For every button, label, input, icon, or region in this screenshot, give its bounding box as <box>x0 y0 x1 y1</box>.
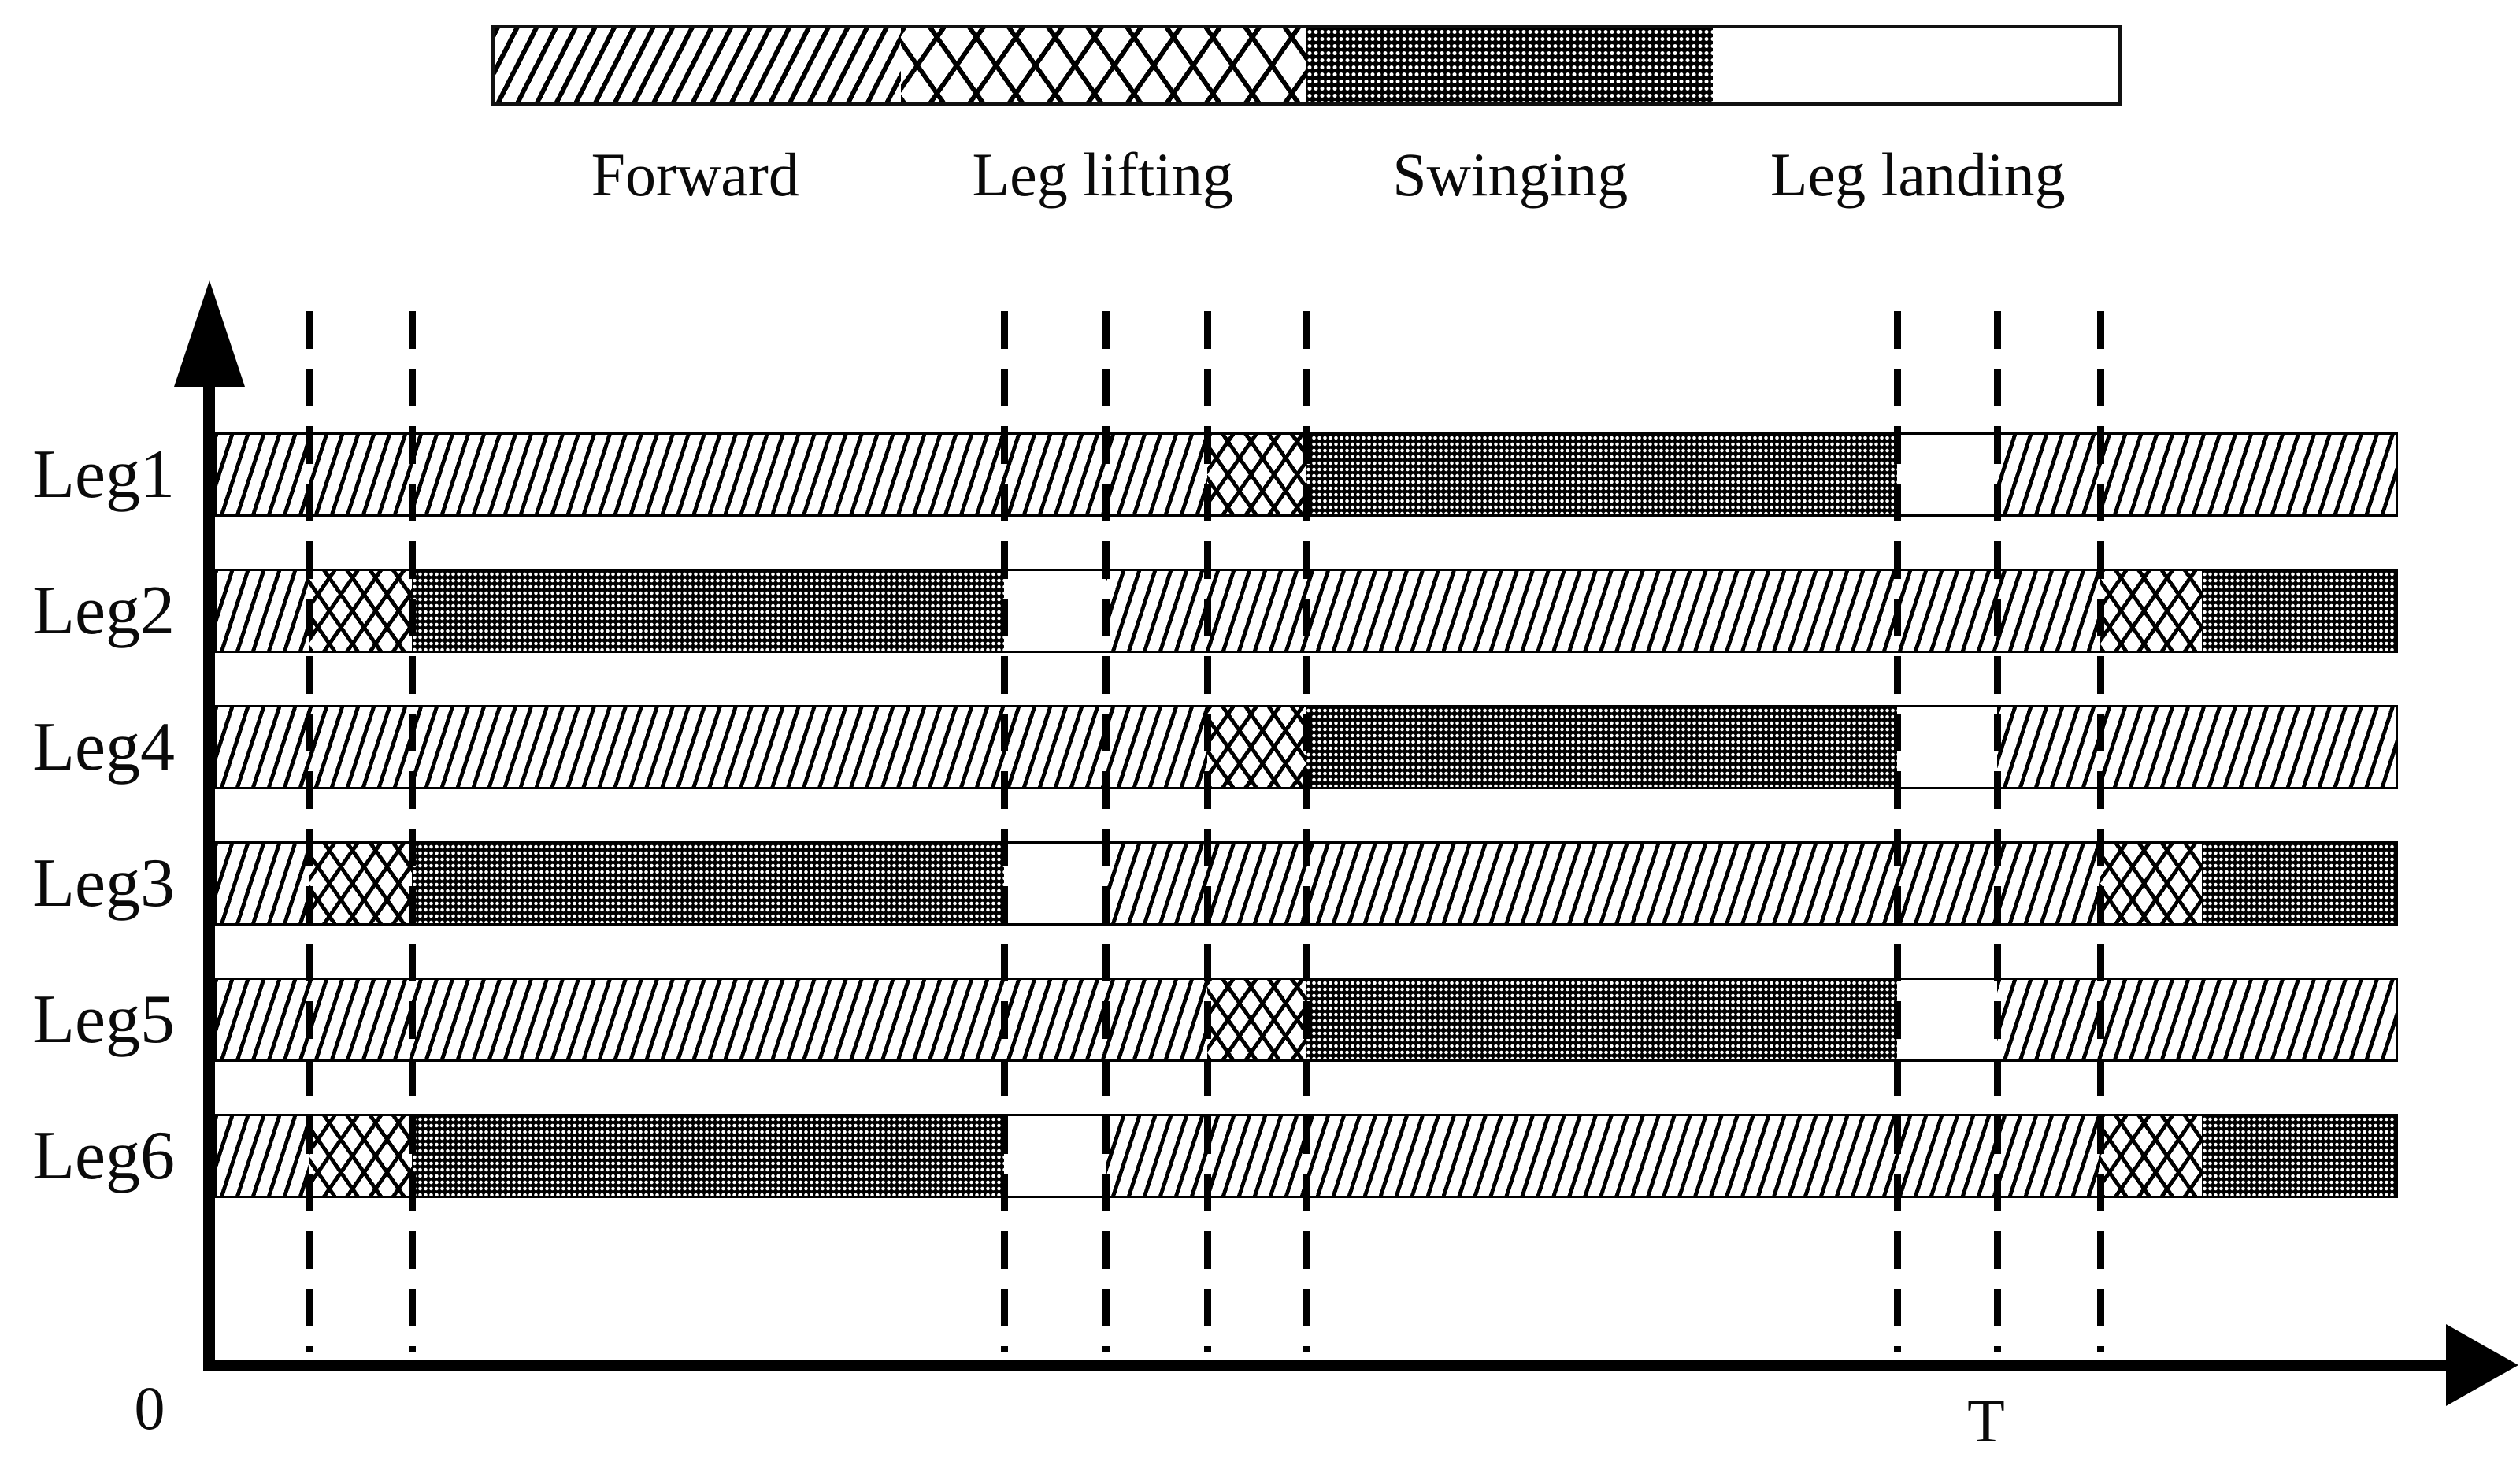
row-label-leg1: Leg1 <box>32 436 175 513</box>
x-axis-line <box>203 1360 2448 1371</box>
segment-landing <box>1897 980 1998 1059</box>
segment-forward <box>217 435 1209 514</box>
segment-swinging <box>1305 980 1899 1059</box>
phase-boundary-dashline <box>1302 311 1310 1352</box>
segment-swinging <box>2202 1116 2396 1196</box>
segment-lifting <box>1207 435 1306 514</box>
row-label-leg6: Leg6 <box>32 1118 175 1194</box>
x-axis-t-label: T <box>1967 1386 2005 1455</box>
segment-lifting <box>2100 571 2203 651</box>
segment-forward <box>1997 435 2396 514</box>
segment-forward <box>1997 980 2396 1059</box>
segment-forward <box>1997 707 2396 787</box>
phase-boundary-dashline <box>305 311 313 1352</box>
legend-swatch-cross-hatch <box>900 28 1306 102</box>
phase-boundary-dashline <box>409 311 417 1352</box>
legend-label: Forward <box>591 140 799 209</box>
phase-boundary-dashline <box>1894 311 1902 1352</box>
x-axis-arrow-icon <box>2446 1324 2518 1406</box>
legend-label: Swinging <box>1392 140 1629 209</box>
segment-landing <box>1897 435 1998 514</box>
segment-forward <box>217 571 309 651</box>
segment-forward <box>1106 844 2102 923</box>
legend-label: Leg landing <box>1770 140 2066 209</box>
segment-forward <box>217 707 1209 787</box>
row-label-leg4: Leg4 <box>32 709 175 785</box>
segment-forward <box>1106 571 2102 651</box>
phase-boundary-dashline <box>2097 311 2105 1352</box>
segment-swinging <box>412 571 1005 651</box>
segment-forward <box>217 844 309 923</box>
segment-forward <box>217 1116 309 1196</box>
legend-label: Leg lifting <box>972 140 1233 209</box>
phase-boundary-dashline <box>1102 311 1110 1352</box>
segment-swinging <box>412 844 1005 923</box>
row-label-leg5: Leg5 <box>32 981 175 1058</box>
segment-swinging <box>2202 844 2396 923</box>
segment-forward <box>1106 1116 2102 1196</box>
row-label-leg3: Leg3 <box>32 845 175 922</box>
segment-lifting <box>2100 844 2203 923</box>
segment-landing <box>1003 844 1106 923</box>
segment-landing <box>1897 707 1998 787</box>
segment-swinging <box>1305 707 1899 787</box>
segment-lifting <box>308 571 413 651</box>
legend-bar <box>491 25 2122 106</box>
legend-swatch-dense-dots <box>1306 28 1713 102</box>
segment-swinging <box>412 1116 1005 1196</box>
phase-boundary-dashline <box>1000 311 1008 1352</box>
segment-landing <box>1003 1116 1106 1196</box>
segment-lifting <box>1207 980 1306 1059</box>
legend-swatch-white <box>1712 28 2118 102</box>
segment-swinging <box>1305 435 1899 514</box>
gait-bar-leg5 <box>214 978 2398 1062</box>
segment-lifting <box>1207 707 1306 787</box>
y-axis-line <box>203 339 215 1371</box>
segment-swinging <box>2202 571 2396 651</box>
row-label-leg2: Leg2 <box>32 573 175 649</box>
segment-lifting <box>2100 1116 2203 1196</box>
y-axis-arrow-icon <box>174 280 245 387</box>
segment-forward <box>217 980 1209 1059</box>
segment-lifting <box>308 1116 413 1196</box>
segment-landing <box>1003 571 1106 651</box>
legend-swatch-diagonal-hatch <box>495 28 901 102</box>
phase-boundary-dashline <box>1994 311 2001 1352</box>
segment-lifting <box>308 844 413 923</box>
phase-boundary-dashline <box>1204 311 1212 1352</box>
origin-label: 0 <box>134 1374 165 1442</box>
